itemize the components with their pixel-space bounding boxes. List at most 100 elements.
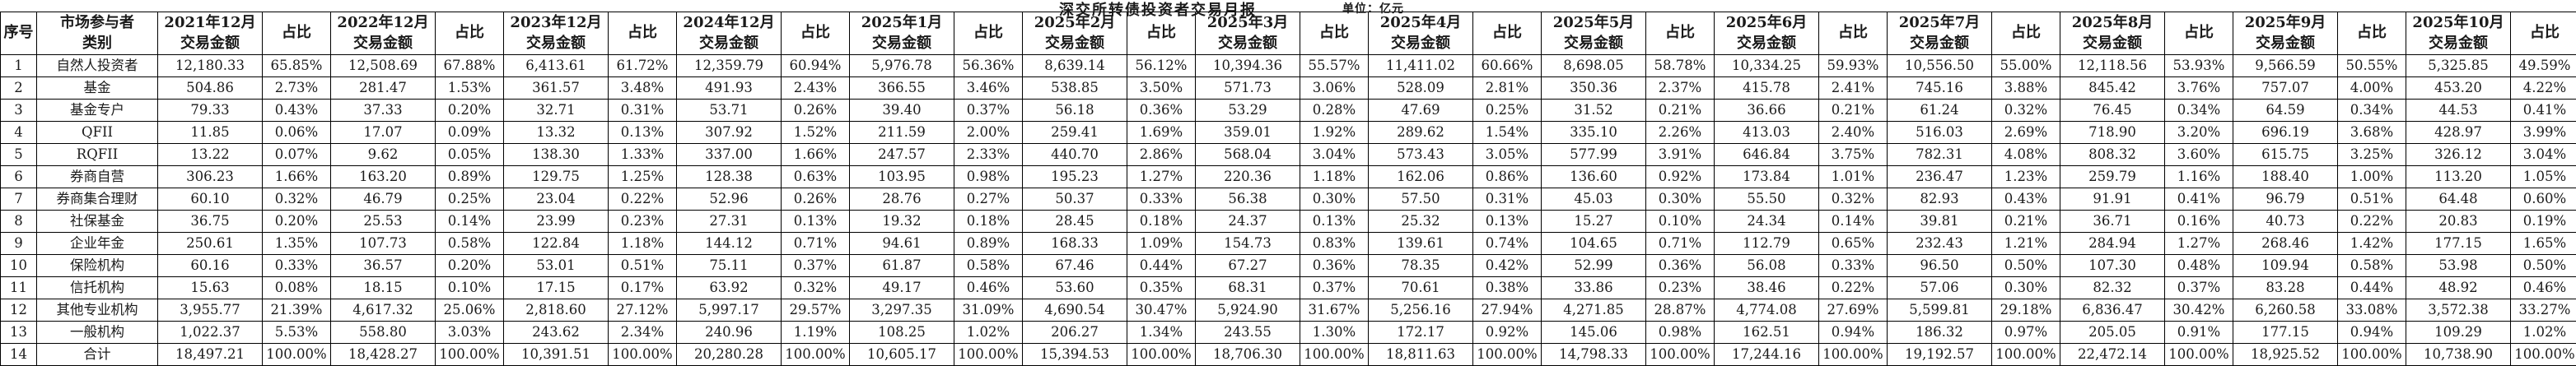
cell-amount: 168.33 (1022, 232, 1127, 255)
col-header-amount-2: 2023年12月 交易金额 (503, 12, 609, 55)
cell-ratio: 0.05% (435, 143, 504, 166)
cell-category: 基金专户 (36, 99, 158, 122)
cell-ratio: 0.20% (262, 210, 331, 233)
cell-amount: 646.84 (1714, 143, 1819, 166)
cell-ratio: 100.00% (2337, 343, 2406, 366)
cell-ratio: 100.00% (2164, 343, 2233, 366)
table-row: 1 自然人投资者 12,180.33 65.85% 12,508.69 67.88% 6,4… (0, 54, 2576, 77)
cell-ratio: 0.51% (2337, 188, 2406, 211)
cell-ratio: 27.69% (1818, 299, 1888, 322)
cell-amount: 22,472.14 (2060, 343, 2165, 366)
cell-amount: 504.86 (157, 76, 263, 100)
monthly-report-table: 序号 市场参与者 类别 2021年12月 交易金额 占比 2022年12月 交易金额 占比 202… (0, 12, 2576, 366)
cell-amount: 573.43 (1368, 143, 1473, 166)
cell-ratio: 0.06% (262, 121, 331, 144)
cell-amount: 366.55 (849, 76, 954, 100)
table-row: 8 社保基金 36.75 0.20% 25.53 0.14% 23.99 0.23% 27.31… (0, 210, 2576, 233)
cell-ratio: 0.98% (954, 165, 1023, 188)
cell-ratio: 29.57% (781, 299, 850, 322)
cell-ratio: 100.00% (435, 343, 504, 366)
cell-amount: 240.96 (676, 321, 782, 344)
cell-ratio: 1.25% (608, 165, 677, 188)
cell-amount: 12,359.79 (676, 54, 782, 77)
cell-ratio: 59.93% (1818, 54, 1888, 77)
cell-ratio: 3.99% (2510, 121, 2576, 144)
cell-ratio: 0.30% (1300, 188, 1369, 211)
cell-ratio: 3.88% (1991, 76, 2060, 100)
cell-amount: 306.23 (157, 165, 263, 188)
amount-label: 交易金额 (1391, 34, 1450, 52)
cell-amount: 13.32 (503, 121, 609, 144)
cell-ratio: 0.36% (1300, 254, 1369, 277)
cell-ratio: 1.92% (1300, 121, 1369, 144)
cell-ratio: 0.46% (2510, 276, 2576, 299)
cell-amount: 25.32 (1368, 210, 1473, 233)
cell-ratio: 0.41% (2164, 188, 2233, 211)
cell-ratio: 3.03% (435, 321, 504, 344)
cell-ratio: 0.20% (435, 254, 504, 277)
cell-ratio: 0.13% (1472, 210, 1542, 233)
cell-ratio: 0.14% (1818, 210, 1888, 233)
amount-label: 交易金额 (180, 34, 240, 52)
cell-amount: 10,334.25 (1714, 54, 1819, 77)
table-row: 11 信托机构 15.63 0.08% 18.15 0.10% 17.15 0.17% 63.9… (0, 276, 2576, 299)
cell-amount: 284.94 (2060, 232, 2165, 255)
cell-amount: 718.90 (2060, 121, 2165, 144)
cell-seq: 4 (0, 121, 37, 144)
cell-amount: 5,599.81 (1887, 299, 1992, 322)
cell-ratio: 0.10% (1645, 210, 1715, 233)
cell-amount: 20,280.28 (676, 343, 782, 366)
cell-amount: 4,271.85 (1541, 299, 1646, 322)
cell-ratio: 0.10% (435, 276, 504, 299)
cell-ratio: 1.27% (2164, 232, 2233, 255)
cell-ratio: 3.76% (2164, 76, 2233, 100)
cell-amount: 129.75 (503, 165, 609, 188)
cell-ratio: 3.91% (1645, 143, 1715, 166)
cell-amount: 47.69 (1368, 99, 1473, 122)
cell-ratio: 1.01% (1818, 165, 1888, 188)
cell-amount: 103.95 (849, 165, 954, 188)
table-row: 6 券商自营 306.23 1.66% 163.20 0.89% 129.75 1.25% 12… (0, 165, 2576, 188)
amount-label: 交易金额 (872, 34, 931, 52)
cell-amount: 243.62 (503, 321, 609, 344)
cell-amount: 154.73 (1195, 232, 1300, 255)
cell-amount: 18,428.27 (330, 343, 436, 366)
period-label: 2025年1月 (861, 14, 943, 32)
cell-amount: 3,572.38 (2406, 299, 2511, 322)
cell-category: QFII (36, 121, 158, 144)
col-header-ratio-6: 占比 (1300, 12, 1369, 55)
cell-ratio: 0.36% (1645, 254, 1715, 277)
col-header-ratio-1: 占比 (435, 12, 504, 55)
cell-amount: 68.31 (1195, 276, 1300, 299)
cell-ratio: 0.13% (608, 121, 677, 144)
cell-ratio: 2.40% (1818, 121, 1888, 144)
cell-seq: 1 (0, 54, 37, 77)
cell-ratio: 3.06% (1300, 76, 1369, 100)
cell-ratio: 0.30% (1645, 188, 1715, 211)
period-label: 2022年12月 (337, 14, 429, 32)
cell-ratio: 1.16% (2164, 165, 2233, 188)
cell-ratio: 0.98% (1645, 321, 1715, 344)
col-header-amount-11: 2025年8月 交易金额 (2060, 12, 2165, 55)
cell-ratio: 0.21% (1818, 99, 1888, 122)
cell-amount: 10,605.17 (849, 343, 954, 366)
cell-amount: 23.04 (503, 188, 609, 211)
cell-amount: 17.15 (503, 276, 609, 299)
cell-amount: 9,566.59 (2233, 54, 2338, 77)
cell-ratio: 2.43% (781, 76, 850, 100)
cell-seq: 12 (0, 299, 37, 322)
cell-ratio: 0.37% (954, 99, 1023, 122)
cell-amount: 44.53 (2406, 99, 2511, 122)
cell-amount: 808.32 (2060, 143, 2165, 166)
cell-ratio: 1.35% (262, 232, 331, 255)
amount-label: 交易金额 (1218, 34, 1277, 52)
cell-amount: 64.48 (2406, 188, 2511, 211)
cell-amount: 38.46 (1714, 276, 1819, 299)
cell-ratio: 0.13% (781, 210, 850, 233)
cell-ratio: 0.38% (1472, 276, 1542, 299)
category-header-line2: 类别 (82, 34, 112, 52)
cell-ratio: 1.66% (262, 165, 331, 188)
cell-amount: 145.06 (1541, 321, 1646, 344)
cell-amount: 11,411.02 (1368, 54, 1473, 77)
cell-ratio: 0.58% (435, 232, 504, 255)
